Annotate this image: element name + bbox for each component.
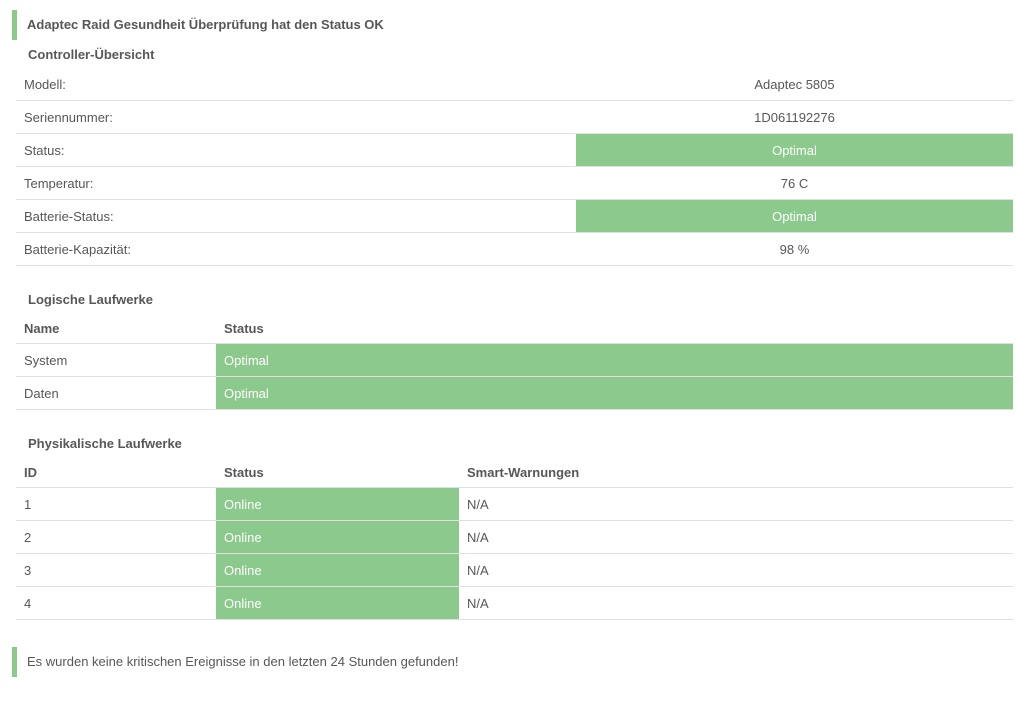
row-value: Adaptec 5805 xyxy=(576,68,1013,101)
physical-drives-heading: Physikalische Laufwerke xyxy=(28,436,182,451)
controller-overview-heading: Controller-Übersicht xyxy=(28,47,155,62)
drive-id: 1 xyxy=(16,487,216,521)
page-title: Adaptec Raid Gesundheit Überprüfung hat … xyxy=(27,17,384,32)
logical-drives-heading: Logische Laufwerke xyxy=(28,292,153,307)
smart-warnings: N/A xyxy=(459,487,1013,521)
column-header-id: ID xyxy=(16,457,216,488)
logical-drives-table: Name Status System Optimal Daten Optimal xyxy=(16,313,1013,410)
row-label: Seriennummer: xyxy=(16,100,576,134)
no-critical-events-banner: Es wurden keine kritischen Ereignisse in… xyxy=(12,647,1018,677)
row-value: 98 % xyxy=(576,232,1013,266)
row-label: Status: xyxy=(16,133,576,167)
drive-id: 3 xyxy=(16,553,216,587)
table-row: Batterie-Kapazität: 98 % xyxy=(16,232,1013,266)
physical-drives-table: ID Status Smart-Warnungen 1 Online N/A 2… xyxy=(16,457,1013,620)
table-header-row: Name Status xyxy=(16,313,1013,344)
table-row: 3 Online N/A xyxy=(16,553,1013,587)
drive-id: 2 xyxy=(16,520,216,554)
status-badge: Optimal xyxy=(576,199,1013,233)
table-row: 4 Online N/A xyxy=(16,586,1013,620)
row-label: Batterie-Kapazität: xyxy=(16,232,576,266)
table-row: 2 Online N/A xyxy=(16,520,1013,554)
row-value: 76 C xyxy=(576,166,1013,200)
row-label: Batterie-Status: xyxy=(16,199,576,233)
column-header-status: Status xyxy=(216,457,459,488)
table-row: Status: Optimal xyxy=(16,133,1013,167)
status-badge: Online xyxy=(216,586,459,620)
drive-id: 4 xyxy=(16,586,216,620)
status-badge: Optimal xyxy=(216,376,1013,410)
table-row: System Optimal xyxy=(16,343,1013,377)
footer-note-text: Es wurden keine kritischen Ereignisse in… xyxy=(27,654,459,669)
status-badge: Online xyxy=(216,487,459,521)
drive-name: System xyxy=(16,343,216,377)
row-value: 1D061192276 xyxy=(576,100,1013,134)
smart-warnings: N/A xyxy=(459,553,1013,587)
controller-overview-table: Modell: Adaptec 5805 Seriennummer: 1D061… xyxy=(16,68,1013,266)
table-row: Seriennummer: 1D061192276 xyxy=(16,100,1013,134)
status-title-banner: Adaptec Raid Gesundheit Überprüfung hat … xyxy=(12,10,1018,40)
status-badge: Optimal xyxy=(216,343,1013,377)
status-badge: Online xyxy=(216,553,459,587)
column-header-name: Name xyxy=(16,313,216,344)
smart-warnings: N/A xyxy=(459,586,1013,620)
table-row: Daten Optimal xyxy=(16,376,1013,410)
table-row: Modell: Adaptec 5805 xyxy=(16,68,1013,101)
row-label: Temperatur: xyxy=(16,166,576,200)
table-row: 1 Online N/A xyxy=(16,487,1013,521)
status-badge: Optimal xyxy=(576,133,1013,167)
drive-name: Daten xyxy=(16,376,216,410)
table-header-row: ID Status Smart-Warnungen xyxy=(16,457,1013,488)
smart-warnings: N/A xyxy=(459,520,1013,554)
table-row: Temperatur: 76 C xyxy=(16,166,1013,200)
table-row: Batterie-Status: Optimal xyxy=(16,199,1013,233)
row-label: Modell: xyxy=(16,68,576,101)
column-header-status: Status xyxy=(216,313,1013,344)
column-header-smart: Smart-Warnungen xyxy=(459,457,1013,488)
status-badge: Online xyxy=(216,520,459,554)
